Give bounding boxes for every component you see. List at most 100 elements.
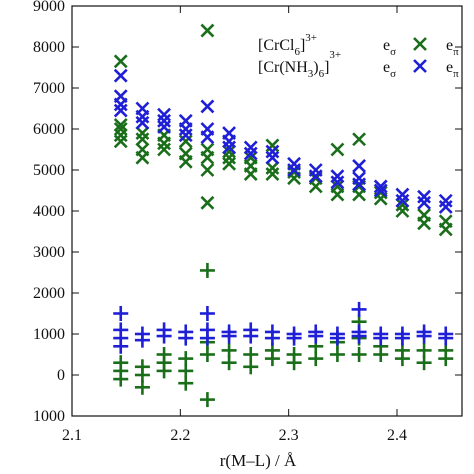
data-point — [352, 171, 367, 186]
data-point — [113, 68, 128, 83]
legend: [CrCl6]3+ eσ eπ [Cr(NH3)6]3+ eσ eπ — [258, 32, 459, 80]
data-point — [351, 347, 367, 362]
data-point — [438, 214, 453, 229]
data-point — [417, 195, 432, 210]
data-point — [394, 351, 410, 367]
data-point — [157, 113, 172, 128]
data-point — [113, 355, 129, 371]
data-point — [265, 144, 280, 159]
y-tick-label: 0 — [57, 367, 65, 384]
data-point — [135, 132, 150, 147]
y-tick-label: 5000 — [33, 162, 65, 179]
data-point — [200, 99, 215, 114]
data-point — [200, 130, 215, 145]
data-point — [157, 120, 172, 134]
legend-marker-2 — [413, 59, 427, 73]
data-point — [156, 347, 172, 362]
legend-markers — [413, 37, 427, 73]
data-point — [178, 146, 193, 161]
data-point — [265, 161, 280, 175]
data-point — [330, 187, 345, 202]
y-tick-label: 1000 — [33, 326, 65, 343]
data-point — [373, 183, 388, 198]
data-point — [113, 117, 128, 132]
legend-entry-2-compound: [Cr(NH3)6]3+ — [258, 49, 341, 80]
data-point — [286, 355, 302, 371]
data-point — [113, 97, 128, 112]
data-point — [135, 109, 150, 124]
data-point — [200, 23, 215, 38]
data-point — [113, 103, 128, 118]
legend-entry-2-esigma: eσ — [383, 59, 396, 80]
data-point — [221, 342, 237, 358]
data-point — [287, 156, 302, 171]
data-point — [135, 126, 150, 141]
data-point — [417, 189, 432, 204]
data-point — [373, 330, 389, 346]
legend-entry-1-epi: eπ — [446, 37, 459, 58]
data-point — [352, 177, 367, 192]
data-point — [352, 132, 367, 147]
data-point — [438, 193, 453, 208]
data-points — [113, 23, 454, 408]
data-point — [199, 306, 215, 321]
data-point — [113, 306, 129, 321]
y-tick-label: 8000 — [33, 39, 65, 56]
data-point — [113, 128, 128, 143]
data-point — [308, 328, 324, 344]
y-tick-label: 3000 — [33, 244, 65, 261]
data-point — [243, 146, 258, 161]
data-point — [330, 175, 345, 190]
data-point — [200, 163, 215, 177]
y-axis: 1000 0 1000 2000 3000 4000 5000 6000 7000 8000 900… — [33, 0, 462, 425]
legend-entry-1-compound: [CrCl6]3+ — [258, 32, 317, 58]
data-point — [113, 122, 128, 136]
x-tick-label: 2.1 — [62, 427, 82, 444]
data-point — [330, 142, 345, 157]
data-point — [417, 208, 432, 223]
data-point — [199, 392, 215, 408]
data-point — [199, 330, 215, 346]
data-point — [135, 115, 150, 130]
data-point — [222, 150, 237, 165]
y-tick-label: 6000 — [33, 121, 65, 138]
data-point — [416, 328, 432, 344]
data-point — [286, 330, 302, 346]
data-point — [222, 144, 237, 159]
legend-entry-2-epi: eπ — [446, 59, 459, 80]
data-point — [222, 140, 237, 155]
legend-marker-1 — [413, 37, 427, 51]
x-axis-title: r(M–L) / Å — [220, 451, 297, 470]
data-point — [243, 328, 259, 344]
data-point — [135, 142, 150, 157]
data-point — [243, 347, 259, 362]
data-point — [438, 199, 453, 214]
data-point — [200, 150, 215, 165]
data-point — [265, 167, 280, 182]
x-tick-label: 2.2 — [170, 427, 190, 444]
data-point — [134, 359, 150, 375]
x-tick-label: 2.3 — [279, 427, 299, 444]
data-point — [178, 351, 194, 367]
data-point — [243, 140, 258, 155]
data-point — [395, 187, 410, 202]
data-point — [438, 330, 454, 346]
data-point — [351, 328, 367, 344]
data-point — [395, 193, 410, 208]
data-point — [200, 195, 215, 210]
data-point — [178, 122, 193, 136]
data-point — [157, 107, 172, 122]
data-point — [394, 330, 410, 346]
data-point — [113, 338, 129, 354]
data-point — [199, 262, 215, 278]
data-point — [222, 134, 237, 149]
data-point — [243, 150, 258, 165]
data-point — [395, 197, 410, 212]
data-point — [287, 163, 302, 177]
data-point — [178, 134, 193, 149]
data-point — [351, 301, 367, 317]
data-point — [157, 142, 172, 157]
data-point — [178, 330, 194, 346]
y-tick-label: 1000 — [33, 408, 65, 425]
